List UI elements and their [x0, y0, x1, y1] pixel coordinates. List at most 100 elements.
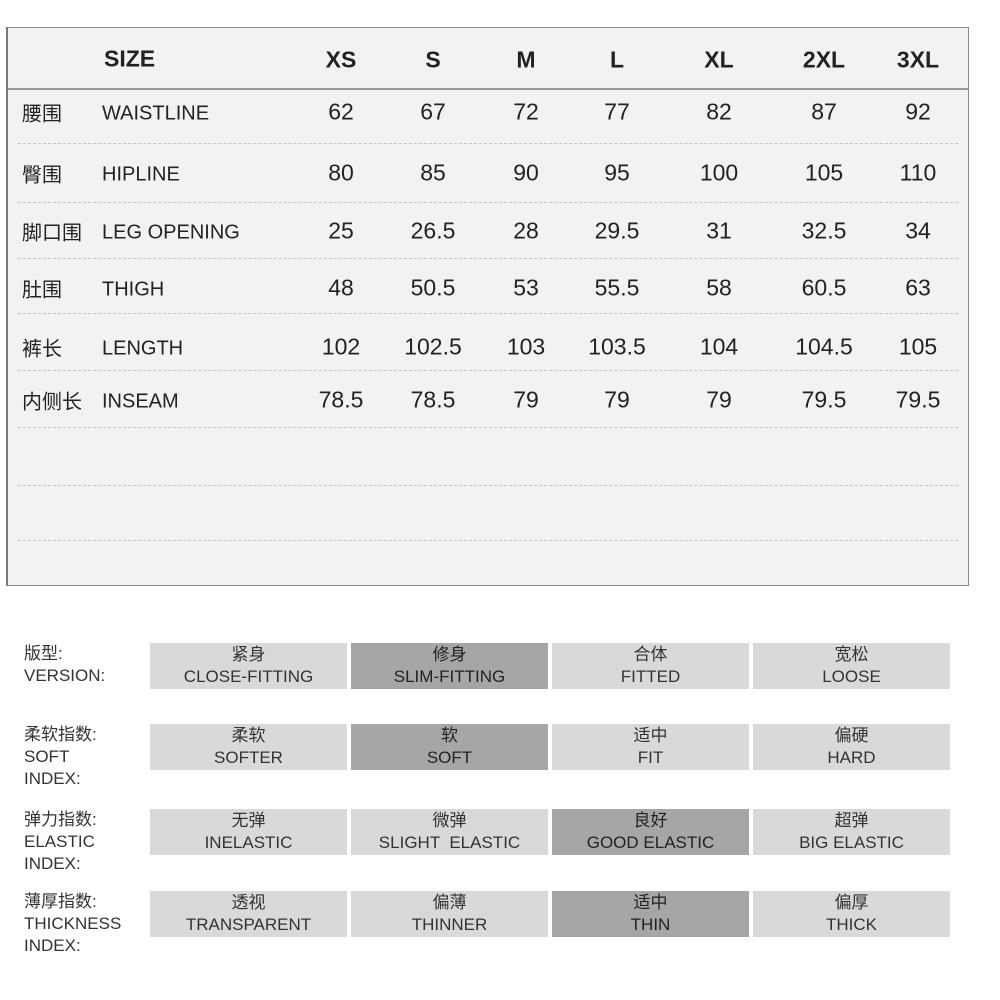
size-header-s: S [425, 46, 441, 73]
option-en: SLIGHT ELASTIC [378, 833, 521, 852]
row-divider [18, 143, 958, 144]
measurement-cell: 34 [905, 217, 931, 244]
measurement-cell: 78.5 [410, 386, 456, 413]
measurement-cell: 104.5 [795, 333, 853, 360]
option-en: BIG ELASTIC [799, 833, 904, 852]
index-label-line: INDEX: [24, 854, 81, 873]
option-cn: 适中 [633, 726, 668, 745]
measurement-cell: 87 [811, 98, 837, 125]
index-option: 透视 TRANSPARENT [150, 891, 347, 937]
measurement-cell: 79 [706, 386, 732, 413]
measurement-cell: 105 [804, 159, 844, 186]
option-en: TRANSPARENT [185, 915, 312, 934]
measurement-cell: 78.5 [318, 386, 364, 413]
option-en: GOOD ELASTIC [586, 833, 715, 852]
option-en: SLIM-FITTING [393, 667, 506, 686]
measurement-cell: 28 [513, 217, 539, 244]
measurement-cell: 60.5 [801, 274, 847, 301]
measurement-cell: 53 [513, 274, 539, 301]
row-label-en: LENGTH [102, 337, 184, 360]
measurement-cell: 95 [604, 159, 630, 186]
measurement-cell: 100 [699, 159, 739, 186]
measurement-cell: 105 [898, 333, 938, 360]
measurement-cell: 104 [699, 333, 739, 360]
index-label-line: INDEX: [24, 936, 81, 955]
row-label-en: LEG OPENING [102, 221, 240, 244]
index-option: 微弹 SLIGHT ELASTIC [351, 809, 548, 855]
index-option: 紧身 CLOSE-FITTING [150, 643, 347, 689]
row-divider [18, 485, 958, 486]
option-en: FITTED [620, 667, 681, 686]
measurement-cell: 102 [321, 333, 361, 360]
index-option: 偏硬 HARD [753, 724, 950, 770]
index-option-selected: 软 SOFT [351, 724, 548, 770]
option-cn: 适中 [633, 893, 668, 912]
measurement-cell: 79 [604, 386, 630, 413]
size-header-xs: XS [325, 46, 357, 73]
index-label-line: 薄厚指数: [24, 892, 97, 911]
row-divider [18, 313, 958, 314]
size-header-l: L [609, 46, 625, 73]
option-cn: 微弹 [432, 811, 467, 830]
measurement-cell: 92 [905, 98, 931, 125]
row-divider [18, 258, 958, 259]
index-label: 柔软指数: SOFT INDEX: [24, 724, 97, 790]
index-label: 弹力指数: ELASTIC INDEX: [24, 809, 97, 875]
option-cn: 偏厚 [834, 893, 869, 912]
option-cn: 紧身 [231, 645, 266, 664]
index-option: 偏薄 THINNER [351, 891, 548, 937]
row-divider [18, 202, 958, 203]
option-cn: 软 [441, 726, 458, 745]
index-label-line: 柔软指数: [24, 725, 97, 744]
measurement-cell: 90 [513, 159, 539, 186]
measurement-cell: 26.5 [410, 217, 456, 244]
option-en: CLOSE-FITTING [183, 667, 314, 686]
option-cn: 偏硬 [834, 726, 869, 745]
option-cn: 偏薄 [432, 893, 467, 912]
measurement-cell: 32.5 [801, 217, 847, 244]
measurement-cell: 110 [899, 159, 937, 186]
measurement-cell: 85 [420, 159, 446, 186]
option-en: FIT [637, 748, 664, 767]
measurement-cell: 79.5 [895, 386, 941, 413]
index-option: 柔软 SOFTER [150, 724, 347, 770]
size-header-3xl: 3XL [896, 46, 940, 73]
measurement-cell: 102.5 [404, 333, 462, 360]
index-option-selected: 良好 GOOD ELASTIC [552, 809, 749, 855]
index-option: 宽松 LOOSE [753, 643, 950, 689]
index-option: 超弹 BIG ELASTIC [753, 809, 950, 855]
header-divider [8, 88, 968, 90]
index-option: 偏厚 THICK [753, 891, 950, 937]
measurement-cell: 50.5 [410, 274, 456, 301]
measurement-cell: 103 [506, 333, 546, 360]
measurement-cell: 62 [328, 98, 354, 125]
index-label-line: THICKNESS [24, 914, 122, 933]
measurement-cell: 72 [513, 98, 539, 125]
row-label-cn: 腰围 [22, 103, 62, 126]
index-option-selected: 修身 SLIM-FITTING [351, 643, 548, 689]
index-label-line: INDEX: [24, 769, 81, 788]
row-label-en: THIGH [102, 278, 165, 301]
option-en: SOFT [426, 748, 473, 767]
measurement-cell: 79.5 [801, 386, 847, 413]
index-option: 无弹 INELASTIC [150, 809, 347, 855]
measurement-cell: 77 [604, 98, 630, 125]
size-header-2xl: 2XL [802, 46, 846, 73]
index-option: 合体 FITTED [552, 643, 749, 689]
option-en: HARD [827, 748, 876, 767]
row-label-cn: 肚围 [22, 279, 62, 302]
option-cn: 柔软 [231, 726, 266, 745]
option-en: THICK [826, 915, 877, 934]
option-cn: 透视 [231, 893, 266, 912]
option-en: LOOSE [822, 667, 881, 686]
option-cn: 宽松 [834, 645, 869, 664]
row-divider [18, 540, 958, 541]
row-label-en: HIPLINE [102, 163, 180, 186]
option-en: SOFTER [214, 748, 283, 767]
header-size-label: SIZE [104, 45, 156, 72]
measurement-cell: 55.5 [594, 274, 640, 301]
option-cn: 合体 [633, 645, 668, 664]
measurement-cell: 29.5 [594, 217, 640, 244]
option-cn: 良好 [633, 811, 668, 830]
index-label-line: VERSION: [24, 666, 106, 685]
